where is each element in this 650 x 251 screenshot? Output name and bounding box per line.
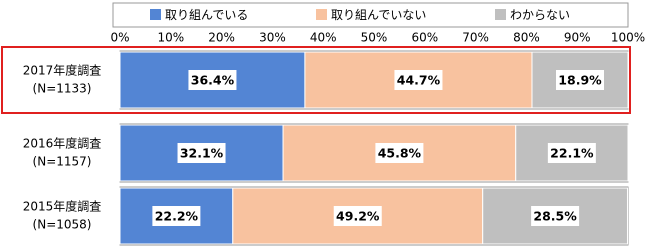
value-label-box [152, 206, 201, 226]
value-label-box [547, 143, 596, 163]
value-label-box [333, 206, 382, 226]
value-label: 32.1% [180, 146, 224, 161]
bar-segment [119, 124, 284, 182]
value-label-box [375, 143, 424, 163]
value-label-box [555, 70, 604, 90]
value-label-box [177, 143, 226, 163]
x-tick-label: 80% [513, 31, 540, 45]
value-label-box [531, 206, 580, 226]
legend-swatch [316, 9, 327, 20]
x-tick-label: 90% [564, 31, 591, 45]
x-tick-label: 10% [157, 31, 184, 45]
value-label: 36.4% [191, 73, 235, 88]
value-label: 49.2% [336, 209, 380, 224]
sample-size-label: (N=1157) [33, 155, 92, 169]
value-label: 45.8% [378, 146, 422, 161]
category-label: 2015年度調査 [23, 199, 102, 214]
value-label-box [394, 70, 443, 90]
x-tick-label: 70% [462, 31, 489, 45]
legend-label: 取り組んでいない [331, 8, 426, 22]
value-label: 44.7% [397, 73, 441, 88]
legend-swatch [495, 9, 506, 20]
x-tick-label: 100% [611, 31, 645, 45]
legend-label: わからない [510, 8, 570, 22]
legend-box [112, 2, 629, 28]
category-label: 2016年度調査 [23, 136, 102, 151]
x-tick-label: 60% [411, 31, 438, 45]
highlight-box [1, 46, 631, 114]
value-label: 28.5% [533, 209, 577, 224]
value-label: 18.9% [558, 73, 602, 88]
x-tick-label: 20% [208, 31, 235, 45]
x-tick-label: 30% [259, 31, 286, 45]
value-label: 22.2% [155, 209, 199, 224]
sample-size-label: (N=1133) [33, 82, 92, 96]
category-label: 2017年度調査 [23, 63, 102, 78]
x-tick-label: 0% [110, 31, 129, 45]
x-tick-label: 50% [361, 31, 388, 45]
value-label: 22.1% [550, 146, 594, 161]
sample-size-label: (N=1058) [33, 218, 92, 232]
legend-swatch [150, 9, 161, 20]
legend-label: 取り組んでいる [165, 8, 248, 22]
value-label-box [188, 70, 237, 90]
x-tick-label: 40% [310, 31, 337, 45]
